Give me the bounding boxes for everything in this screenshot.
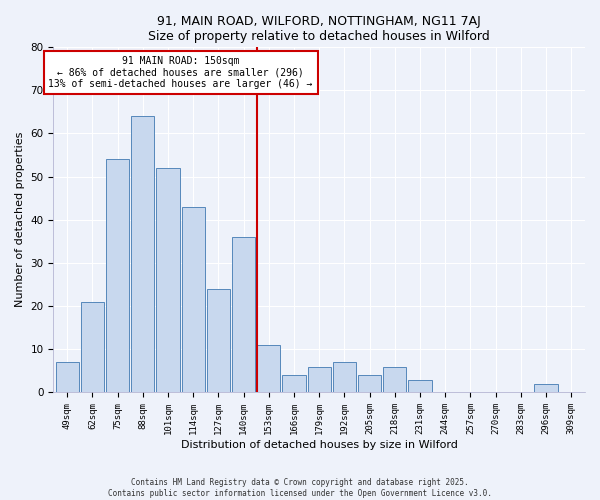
Bar: [333, 362, 356, 392]
Bar: [383, 366, 406, 392]
Bar: [106, 159, 129, 392]
Bar: [409, 380, 431, 392]
Bar: [257, 345, 280, 393]
Bar: [232, 237, 255, 392]
Bar: [157, 168, 179, 392]
Bar: [535, 384, 557, 392]
Bar: [131, 116, 154, 392]
Bar: [283, 375, 305, 392]
Y-axis label: Number of detached properties: Number of detached properties: [15, 132, 25, 308]
Bar: [56, 362, 79, 392]
Bar: [308, 366, 331, 392]
Bar: [358, 375, 381, 392]
Title: 91, MAIN ROAD, WILFORD, NOTTINGHAM, NG11 7AJ
Size of property relative to detach: 91, MAIN ROAD, WILFORD, NOTTINGHAM, NG11…: [148, 15, 490, 43]
Text: Contains HM Land Registry data © Crown copyright and database right 2025.
Contai: Contains HM Land Registry data © Crown c…: [108, 478, 492, 498]
Bar: [81, 302, 104, 392]
Text: 91 MAIN ROAD: 150sqm
← 86% of detached houses are smaller (296)
13% of semi-deta: 91 MAIN ROAD: 150sqm ← 86% of detached h…: [49, 56, 313, 89]
X-axis label: Distribution of detached houses by size in Wilford: Distribution of detached houses by size …: [181, 440, 458, 450]
Bar: [207, 289, 230, 393]
Bar: [182, 207, 205, 392]
